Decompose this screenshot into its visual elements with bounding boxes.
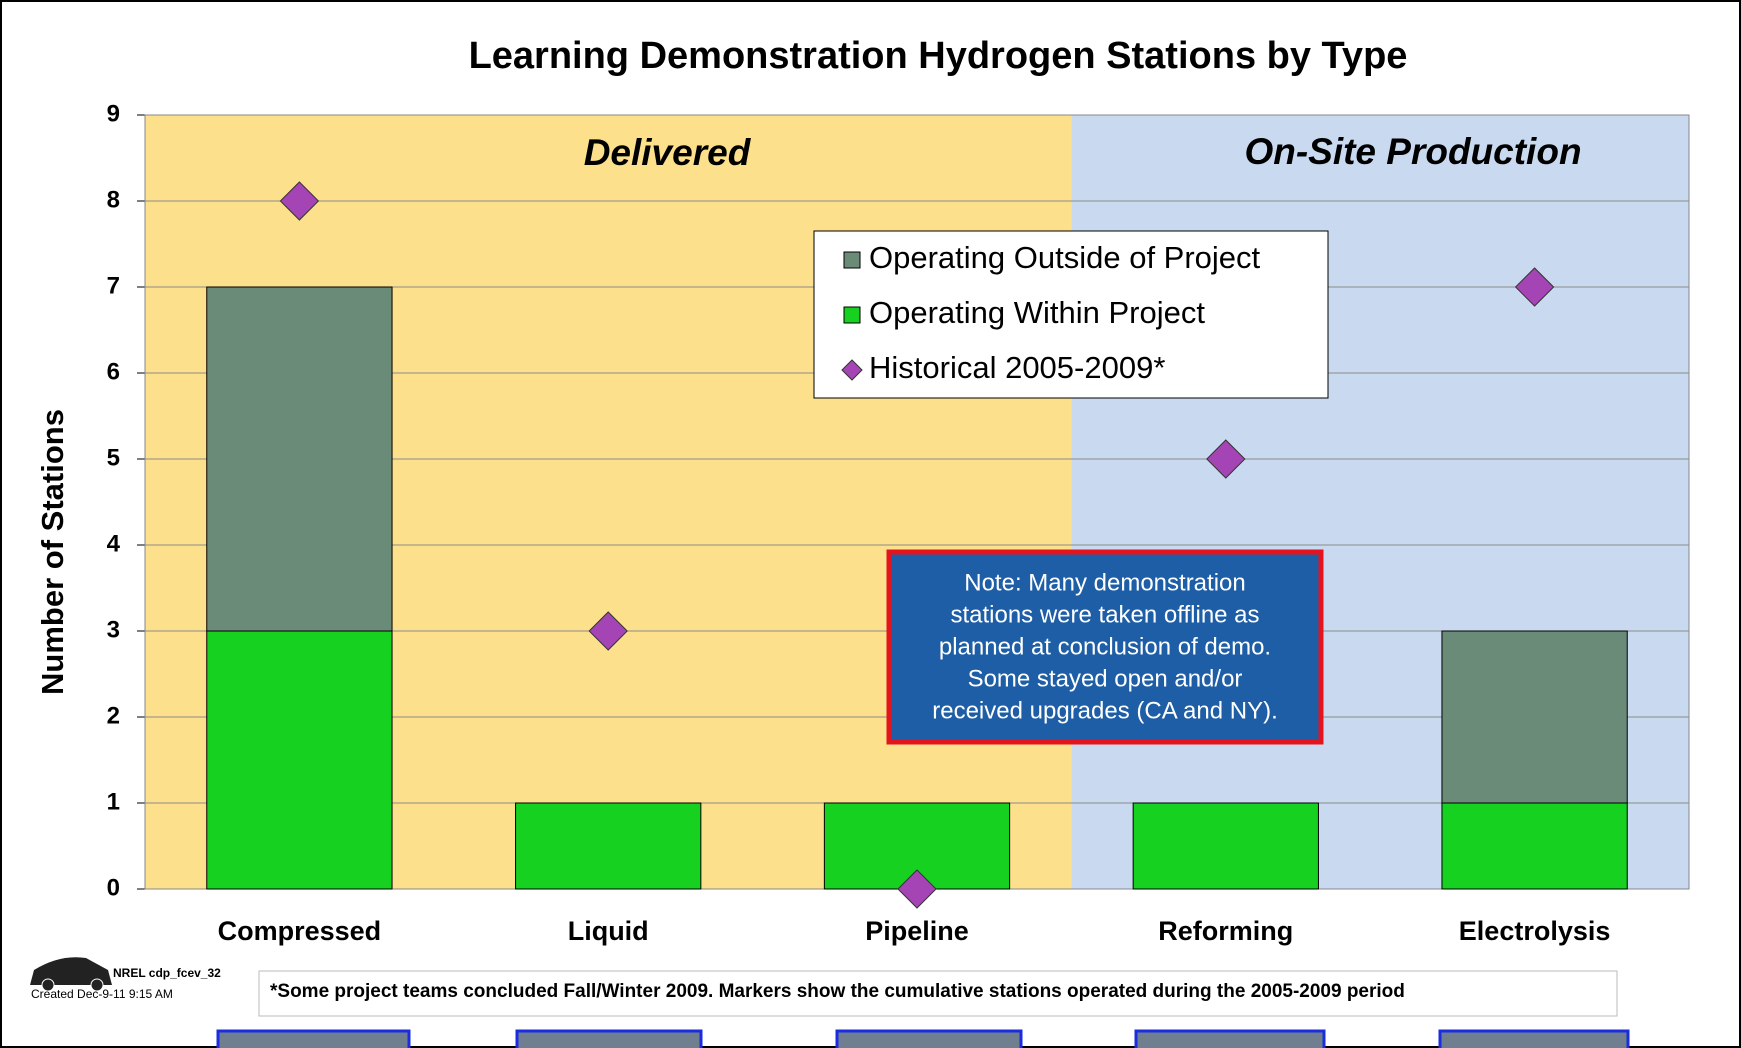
x-tick-label: Pipeline	[865, 916, 969, 946]
bar	[207, 631, 392, 889]
bar	[1442, 631, 1627, 803]
photo-thumbnail	[837, 1031, 1021, 1048]
x-tick-label: Electrolysis	[1459, 916, 1611, 946]
photo-thumbnail	[517, 1031, 701, 1048]
legend-swatch	[844, 307, 860, 323]
bar	[516, 803, 701, 889]
y-tick-label: 9	[107, 100, 120, 127]
source-id: NREL cdp_fcev_32	[113, 966, 221, 980]
photo-thumbnail	[218, 1031, 409, 1048]
y-axis-label: Number of Stations	[35, 409, 70, 695]
x-tick-label: Compressed	[218, 916, 382, 946]
region-label: Delivered	[584, 132, 752, 173]
chart: Learning Demonstration Hydrogen Stations…	[0, 0, 1741, 1048]
bar	[1133, 803, 1318, 889]
y-tick-label: 0	[107, 874, 120, 901]
note-text: received upgrades (CA and NY).	[932, 697, 1278, 724]
created-date: Created Dec-9-11 9:15 AM	[31, 987, 173, 1001]
note-text: stations were taken offline as	[950, 601, 1259, 628]
photo-thumbnail	[1440, 1031, 1628, 1048]
y-tick-label: 3	[107, 616, 120, 643]
bar	[1442, 803, 1627, 889]
y-tick-label: 2	[107, 702, 120, 729]
x-tick-label: Liquid	[568, 916, 649, 946]
note-text: Some stayed open and/or	[968, 665, 1243, 692]
photo-thumbnail	[1136, 1031, 1324, 1048]
legend-label: Operating Within Project	[869, 295, 1205, 330]
legend-label: Historical 2005-2009*	[869, 350, 1165, 385]
note-text: Note: Many demonstration	[964, 569, 1245, 596]
y-tick-label: 6	[107, 358, 120, 385]
footnote: *Some project teams concluded Fall/Winte…	[270, 981, 1405, 1002]
chart-title: Learning Demonstration Hydrogen Stations…	[469, 35, 1408, 77]
region-label: On-Site Production	[1244, 131, 1581, 172]
y-tick-label: 4	[107, 530, 121, 557]
y-tick-label: 7	[107, 272, 120, 299]
y-tick-label: 1	[107, 788, 120, 815]
legend-swatch	[844, 252, 860, 268]
y-tick-label: 8	[107, 186, 120, 213]
legend-label: Operating Outside of Project	[869, 240, 1261, 275]
note-text: planned at conclusion of demo.	[939, 633, 1271, 660]
bar	[207, 287, 392, 631]
x-tick-label: Reforming	[1158, 916, 1293, 946]
y-tick-label: 5	[107, 444, 120, 471]
